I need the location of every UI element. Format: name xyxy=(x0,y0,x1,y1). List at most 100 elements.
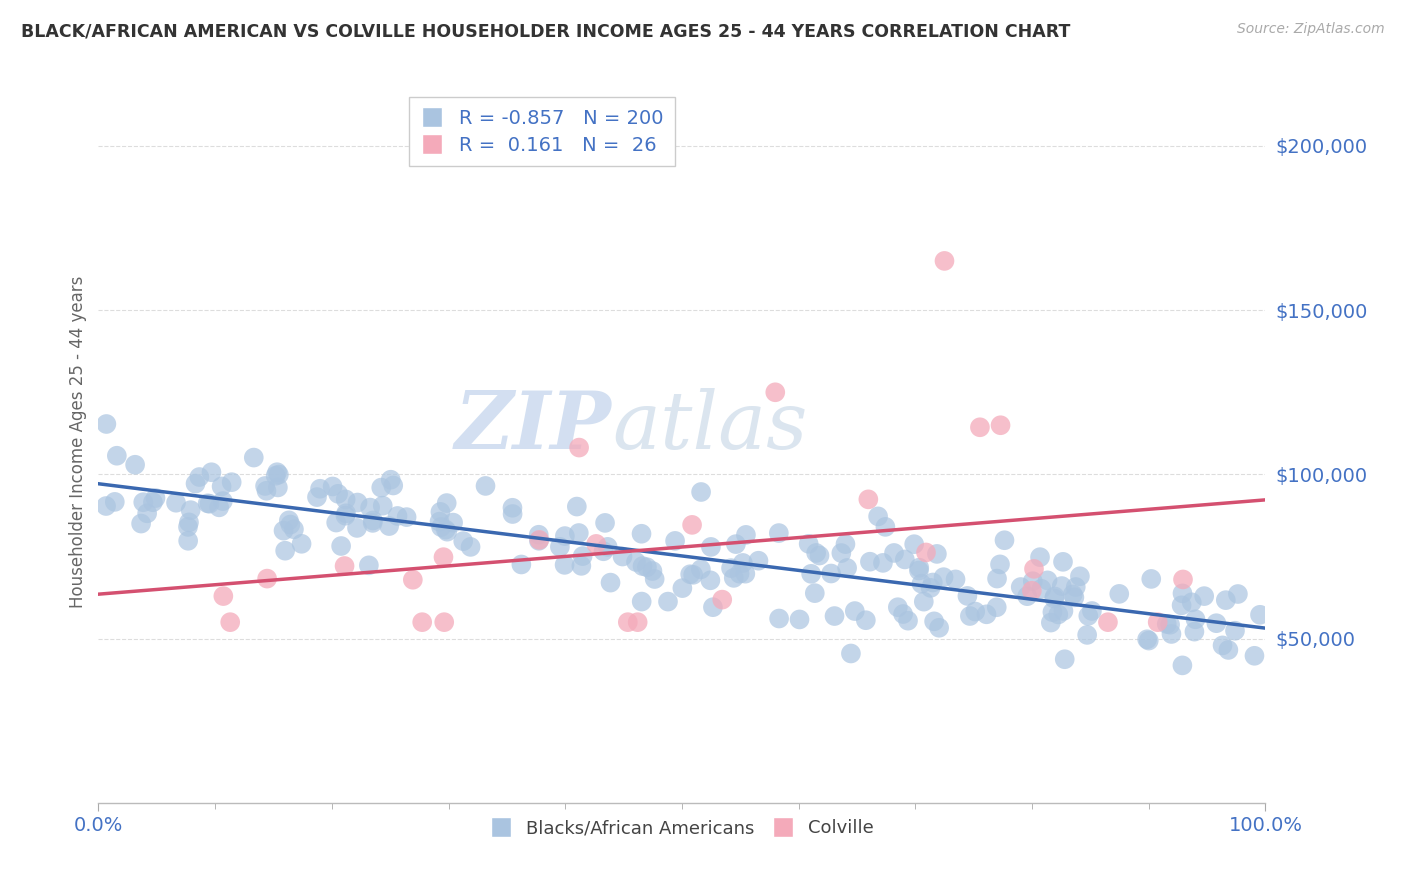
Point xyxy=(837,561,859,575)
Point xyxy=(105,449,128,463)
Point xyxy=(908,560,931,574)
Point xyxy=(1081,604,1104,618)
Point xyxy=(768,611,790,625)
Point xyxy=(132,495,155,509)
Point xyxy=(548,540,571,554)
Point xyxy=(221,475,243,490)
Point xyxy=(326,487,349,501)
Point xyxy=(883,546,905,560)
Point xyxy=(956,589,979,603)
Point xyxy=(145,491,167,505)
Point xyxy=(142,495,165,509)
Point xyxy=(959,609,981,624)
Point xyxy=(208,500,231,515)
Point xyxy=(565,500,588,514)
Point xyxy=(177,516,200,530)
Point xyxy=(921,575,943,590)
Point xyxy=(361,513,384,527)
Point xyxy=(1069,569,1091,583)
Point xyxy=(897,614,920,628)
Legend: Blacks/African Americans, Colville: Blacks/African Americans, Colville xyxy=(482,812,882,845)
Point xyxy=(211,494,233,508)
Point xyxy=(1021,583,1043,598)
Point xyxy=(1171,586,1194,600)
Point xyxy=(1215,593,1237,607)
Point xyxy=(763,385,786,400)
Point xyxy=(165,496,187,510)
Point xyxy=(910,576,932,591)
Point xyxy=(335,492,357,507)
Point xyxy=(1146,615,1168,630)
Point xyxy=(789,612,811,626)
Point xyxy=(184,476,207,491)
Point xyxy=(370,481,392,495)
Point xyxy=(243,450,266,465)
Point xyxy=(624,555,647,569)
Point xyxy=(976,607,998,622)
Point xyxy=(908,564,931,578)
Point xyxy=(800,566,823,581)
Point xyxy=(180,503,202,517)
Point xyxy=(891,607,914,621)
Point xyxy=(1062,587,1084,601)
Point xyxy=(333,559,356,574)
Point xyxy=(872,556,894,570)
Point xyxy=(679,567,702,582)
Point xyxy=(96,417,118,431)
Point xyxy=(1043,590,1066,604)
Point xyxy=(700,540,723,554)
Point xyxy=(1022,562,1045,576)
Point xyxy=(682,567,704,582)
Point xyxy=(986,600,1008,615)
Point xyxy=(378,519,401,533)
Text: BLACK/AFRICAN AMERICAN VS COLVILLE HOUSEHOLDER INCOME AGES 25 - 44 YEARS CORRELA: BLACK/AFRICAN AMERICAN VS COLVILLE HOUSE… xyxy=(21,22,1070,40)
Point xyxy=(94,499,117,513)
Point xyxy=(554,529,576,543)
Point xyxy=(1212,639,1234,653)
Point xyxy=(177,533,200,548)
Point xyxy=(723,571,745,585)
Point xyxy=(322,479,344,493)
Point xyxy=(434,523,457,537)
Point xyxy=(734,566,756,581)
Point xyxy=(441,516,464,530)
Point xyxy=(1039,615,1062,630)
Point xyxy=(1171,573,1194,587)
Point xyxy=(681,517,703,532)
Point xyxy=(198,497,221,511)
Point xyxy=(728,566,751,581)
Point xyxy=(1031,582,1053,596)
Point xyxy=(644,572,666,586)
Point xyxy=(380,473,402,487)
Point xyxy=(920,581,942,595)
Point xyxy=(894,552,917,566)
Point xyxy=(433,615,456,630)
Point xyxy=(945,573,967,587)
Point xyxy=(735,528,758,542)
Point xyxy=(1010,580,1032,594)
Point xyxy=(858,492,880,507)
Point xyxy=(988,558,1011,572)
Text: Source: ZipAtlas.com: Source: ZipAtlas.com xyxy=(1237,22,1385,37)
Point xyxy=(1181,595,1204,609)
Point xyxy=(571,549,593,563)
Point xyxy=(529,533,551,547)
Point xyxy=(568,441,591,455)
Point xyxy=(1226,587,1249,601)
Point xyxy=(460,540,482,554)
Point xyxy=(1022,574,1045,589)
Point xyxy=(1063,591,1085,605)
Point xyxy=(411,615,433,630)
Point xyxy=(290,537,312,551)
Point xyxy=(612,549,634,564)
Point xyxy=(731,556,754,570)
Point xyxy=(256,572,278,586)
Point xyxy=(804,586,827,600)
Point xyxy=(267,480,290,494)
Point xyxy=(1160,627,1182,641)
Point xyxy=(283,522,305,536)
Point xyxy=(197,496,219,510)
Point xyxy=(627,615,650,630)
Point xyxy=(267,467,290,482)
Point xyxy=(830,546,852,560)
